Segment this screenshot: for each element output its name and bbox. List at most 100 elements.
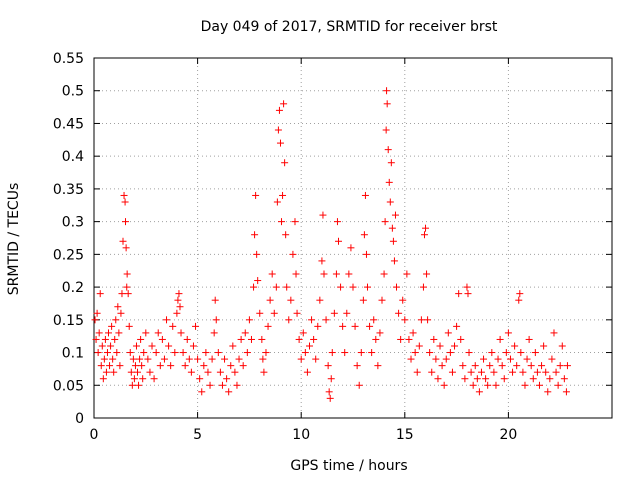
data-point: [453, 322, 461, 330]
data-point: [101, 335, 109, 343]
data-point: [118, 290, 126, 298]
data-point: [223, 375, 231, 383]
data-point: [451, 342, 459, 350]
data-point: [243, 349, 251, 357]
data-point: [144, 355, 152, 363]
data-point: [415, 342, 423, 350]
data-point: [107, 342, 115, 350]
data-point: [484, 381, 492, 389]
data-point: [446, 349, 454, 357]
data-point: [417, 316, 425, 324]
data-point: [523, 355, 531, 363]
data-point: [142, 329, 150, 337]
data-point: [535, 381, 543, 389]
data-point: [259, 355, 267, 363]
data-point: [105, 329, 113, 337]
data-point: [334, 237, 342, 245]
data-point: [542, 368, 550, 376]
data-point: [556, 362, 564, 370]
data-point: [436, 342, 444, 350]
grid-lines: [94, 58, 612, 418]
data-point: [206, 381, 214, 389]
data-point: [293, 309, 301, 317]
data-point: [351, 322, 359, 330]
data-point: [420, 231, 428, 239]
y-tick-label: 0: [75, 411, 84, 427]
data-point: [123, 270, 131, 278]
data-point: [274, 126, 282, 134]
data-point: [198, 388, 206, 396]
data-point: [108, 322, 116, 330]
data-point: [399, 296, 407, 304]
axis-ticks: 0 5 10 15 20 0 0.05 0.1 0.15 0.2 0.25 0.3 0.35 0.4 0.4…: [53, 51, 612, 443]
data-point: [494, 355, 502, 363]
data-point: [405, 335, 413, 343]
data-point: [158, 335, 166, 343]
data-point: [562, 388, 570, 396]
data-point: [124, 290, 132, 298]
data-point: [438, 362, 446, 370]
data-point: [117, 309, 125, 317]
data-point: [320, 270, 328, 278]
data-point: [552, 368, 560, 376]
data-point: [517, 349, 525, 357]
data-point: [114, 303, 122, 311]
data-point: [372, 335, 380, 343]
data-point: [154, 329, 162, 337]
data-point: [132, 342, 140, 350]
data-points: [91, 87, 571, 402]
data-point: [110, 368, 118, 376]
data-point: [409, 329, 417, 337]
data-point: [393, 283, 401, 291]
data-point: [341, 349, 349, 357]
data-point: [475, 388, 483, 396]
data-point: [465, 349, 473, 357]
data-point: [260, 368, 268, 376]
data-point: [376, 329, 384, 337]
x-axis-label: GPS time / hours: [290, 458, 407, 474]
data-point: [163, 316, 171, 324]
data-point: [152, 349, 160, 357]
data-point: [237, 335, 245, 343]
data-point: [187, 368, 195, 376]
data-point: [264, 322, 272, 330]
data-point: [115, 329, 123, 337]
data-point: [102, 368, 110, 376]
data-point: [413, 368, 421, 376]
data-point: [343, 309, 351, 317]
data-point: [322, 316, 330, 324]
data-point: [111, 335, 119, 343]
data-point: [403, 270, 411, 278]
data-point: [275, 106, 283, 114]
data-point: [176, 303, 184, 311]
data-point: [216, 368, 224, 376]
data-point: [276, 139, 284, 147]
y-tick-label: 0.45: [53, 116, 84, 132]
data-point: [527, 362, 535, 370]
data-point: [100, 355, 108, 363]
y-tick-label: 0.3: [62, 215, 84, 231]
data-point: [381, 218, 389, 226]
data-point: [382, 126, 390, 134]
data-point: [283, 283, 291, 291]
data-point: [266, 296, 274, 304]
data-point: [241, 329, 249, 337]
data-point: [310, 335, 318, 343]
data-point: [231, 368, 239, 376]
data-point: [326, 394, 334, 402]
data-point: [258, 335, 266, 343]
data-point: [94, 349, 102, 357]
data-point: [233, 381, 241, 389]
data-point: [538, 362, 546, 370]
data-point: [529, 375, 537, 383]
data-point: [131, 362, 139, 370]
x-tick-label: 20: [499, 427, 517, 443]
data-point: [185, 355, 193, 363]
data-point: [192, 322, 200, 330]
data-point: [554, 381, 562, 389]
data-point: [270, 309, 278, 317]
data-point: [96, 290, 104, 298]
data-point: [370, 316, 378, 324]
data-point: [140, 349, 148, 357]
